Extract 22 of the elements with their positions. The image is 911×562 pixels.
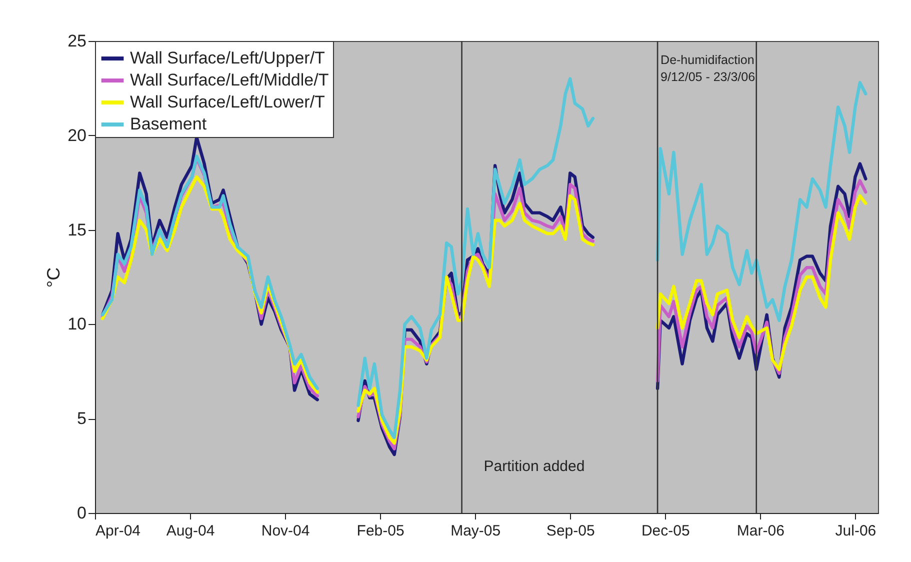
x-tick-label: Dec-05 xyxy=(641,522,690,540)
x-tick-label: Apr-04 xyxy=(96,522,141,540)
legend-label: Wall Surface/Left/Middle/T xyxy=(130,70,329,90)
legend-label: Wall Surface/Left/Upper/T xyxy=(130,48,325,68)
legend-label: Basement xyxy=(130,114,207,134)
y-axis-title: °C xyxy=(44,267,64,288)
x-tick-label: Sep-05 xyxy=(546,522,595,540)
y-tick-label: 5 xyxy=(77,409,86,428)
y-tick-label: 20 xyxy=(68,126,86,145)
y-tick-label: 10 xyxy=(68,314,86,334)
ref-line-label: Partition added xyxy=(484,458,585,475)
y-tick-label: 25 xyxy=(68,32,86,50)
y-tick-label: 15 xyxy=(68,220,86,240)
x-tick-label: Mar-06 xyxy=(736,522,784,540)
x-tick-label: May-05 xyxy=(450,522,501,540)
legend-label: Wall Surface/Left/Lower/T xyxy=(130,92,325,112)
x-tick-label: Jul-06 xyxy=(835,522,876,540)
x-tick-label: Nov-04 xyxy=(261,522,310,540)
y-tick-label: 0 xyxy=(77,504,86,522)
x-tick-label: Aug-04 xyxy=(166,522,215,540)
x-tick-label: Feb-05 xyxy=(356,522,404,540)
annotation: De-humidifaction 9/12/05 - 23/3/06 xyxy=(660,53,756,84)
